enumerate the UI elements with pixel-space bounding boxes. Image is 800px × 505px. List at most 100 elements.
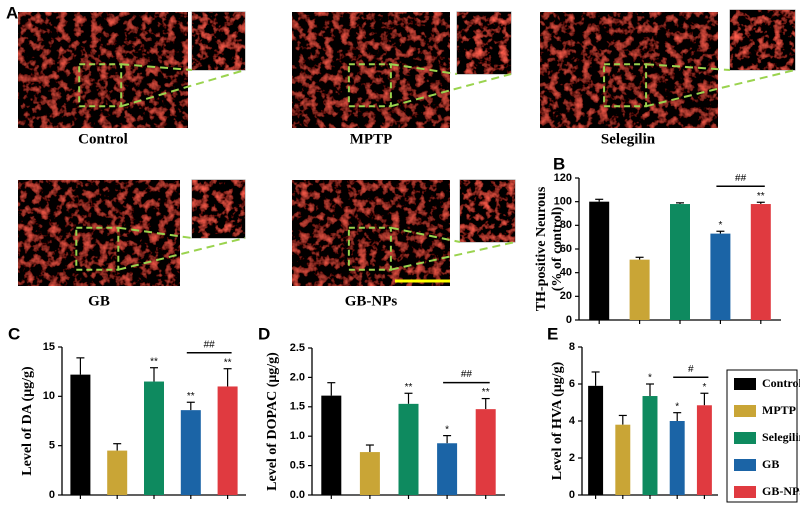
image-caption: GB-NPs	[345, 293, 398, 309]
bar	[144, 381, 164, 495]
legend-label: GB-NPs	[762, 484, 800, 498]
micrograph-texture	[18, 12, 188, 128]
zoom-line	[390, 241, 516, 271]
zoom-line	[646, 63, 731, 71]
legend-label: GB	[762, 457, 779, 471]
significance: **	[224, 357, 232, 368]
y-tick-label: 100	[554, 196, 572, 208]
y-tick-label: 15	[43, 341, 55, 353]
inset-texture	[192, 180, 245, 238]
bar	[669, 421, 685, 495]
bar	[750, 204, 771, 320]
panel-label: A	[6, 3, 18, 22]
micrograph-texture	[292, 180, 450, 286]
significance: **	[405, 382, 413, 393]
bracket-label: ##	[461, 369, 473, 380]
y-tick-label: 5	[49, 440, 55, 452]
panel-label: C	[8, 324, 20, 343]
y-axis-label: (% of control)	[550, 206, 565, 291]
bar	[710, 233, 731, 320]
y-tick-label: 0.5	[290, 460, 305, 472]
y-tick-label: 60	[560, 243, 572, 255]
image-caption: Control	[78, 131, 128, 147]
y-axis-label: Level of DA (μg/g)	[20, 366, 35, 476]
y-tick-label: 4	[569, 415, 576, 427]
bar	[696, 405, 712, 495]
panel-label: D	[258, 324, 270, 343]
legend-label: Control	[762, 376, 800, 390]
significance: **	[482, 387, 490, 398]
image-caption: MPTP	[350, 131, 393, 147]
y-tick-label: 0	[566, 314, 572, 326]
y-tick-label: 10	[43, 390, 55, 402]
y-tick-label: 1.0	[290, 430, 305, 442]
legend-label: MPTP	[762, 403, 796, 417]
micrograph-texture	[540, 12, 718, 128]
y-tick-label: 2.0	[290, 371, 305, 383]
bar	[359, 452, 380, 495]
zoom-line	[390, 63, 458, 75]
bar	[217, 386, 238, 495]
bar	[437, 443, 458, 495]
panel-label: B	[553, 154, 565, 173]
y-tick-label: 2.5	[290, 342, 305, 354]
zoom-box	[603, 63, 648, 108]
y-tick-label: 2	[569, 452, 575, 464]
bar	[180, 410, 201, 495]
significance: *	[702, 382, 706, 393]
zoom-line	[390, 73, 512, 108]
bar	[475, 409, 496, 495]
significance: **	[187, 391, 195, 402]
micrograph-texture	[18, 180, 180, 286]
image-caption: GB	[88, 293, 110, 309]
y-axis-label: Level of DOPAC (μg/g)	[265, 352, 280, 491]
legend-swatch	[734, 486, 756, 498]
y-tick-label: 6	[569, 378, 575, 390]
y-tick-label: 120	[554, 172, 572, 184]
bar	[615, 424, 631, 495]
legend-label: Selegilin	[762, 430, 800, 444]
bar	[321, 395, 342, 495]
inset-texture	[192, 12, 245, 70]
significance: *	[675, 401, 679, 412]
inset-texture	[460, 180, 515, 242]
bracket-label: ##	[204, 339, 216, 350]
zoom-line	[121, 63, 193, 71]
legend-swatch	[734, 432, 756, 444]
bar	[642, 396, 658, 495]
y-axis-label: TH-positive Neurous	[534, 186, 549, 311]
y-tick-label: 0.0	[290, 489, 305, 501]
zoom-box	[347, 63, 392, 108]
bar	[589, 201, 610, 320]
significance: *	[445, 424, 449, 435]
y-axis-label: Level of HVA (μg/g)	[550, 361, 565, 480]
significance: **	[757, 191, 765, 202]
y-tick-label: 20	[560, 290, 572, 302]
legend-swatch	[734, 459, 756, 471]
inset-texture	[730, 10, 795, 70]
bar	[398, 403, 419, 495]
significance: **	[150, 356, 158, 367]
panel-label: E	[547, 324, 558, 343]
bar	[629, 259, 650, 320]
bar	[107, 450, 128, 495]
inset-texture	[457, 12, 511, 74]
significance: *	[648, 373, 652, 384]
y-tick-label: 0	[569, 489, 575, 501]
micrograph-texture	[292, 12, 450, 128]
zoom-box	[347, 226, 392, 271]
y-tick-label: 8	[569, 341, 575, 353]
y-tick-label: 0	[49, 489, 55, 501]
bar	[70, 374, 91, 495]
zoom-box	[75, 226, 120, 271]
bracket-label: #	[688, 364, 694, 375]
zoom-box	[78, 63, 123, 108]
legend-swatch	[734, 405, 756, 417]
bar	[588, 385, 604, 495]
image-caption: Selegilin	[601, 131, 656, 147]
zoom-line	[120, 69, 246, 108]
y-tick-label: 1.5	[290, 401, 305, 413]
significance: *	[718, 220, 722, 231]
zoom-line	[118, 237, 246, 271]
